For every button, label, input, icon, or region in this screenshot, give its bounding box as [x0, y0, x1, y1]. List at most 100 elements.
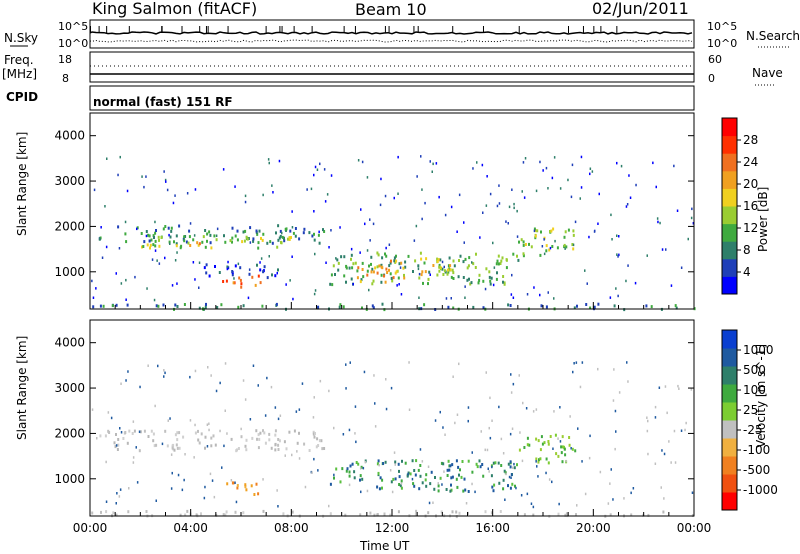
echo-cell — [166, 188, 169, 192]
echo-cell — [350, 247, 353, 251]
echo-cell — [516, 463, 518, 467]
nsky-label: N.Sky — [4, 31, 38, 45]
echo-cell — [147, 233, 150, 237]
echo-cell — [270, 385, 273, 389]
echo-cell — [210, 444, 213, 448]
echo-cell — [447, 270, 450, 274]
echo-cell — [361, 477, 364, 481]
echo-cell — [244, 229, 247, 233]
echo-cell — [657, 220, 659, 224]
echo-cell — [140, 232, 143, 235]
nsky-panel-frame — [89, 19, 695, 49]
echo-cell — [225, 279, 228, 283]
echo-cell — [450, 476, 453, 480]
echo-cell — [414, 513, 417, 516]
echo-cell — [475, 462, 478, 466]
echo-cell — [614, 409, 617, 413]
echo-cell — [145, 230, 148, 233]
echo-cell — [111, 304, 114, 308]
echo-cell — [556, 246, 559, 250]
echo-cell — [208, 230, 211, 234]
echo-cell — [246, 237, 249, 241]
echo-cell — [289, 279, 291, 282]
echo-cell — [675, 306, 678, 310]
echo-cell — [452, 259, 455, 263]
echo-cell — [551, 480, 553, 484]
echo-cell — [264, 414, 267, 417]
echo-cell — [197, 438, 200, 442]
echo-cell — [156, 259, 158, 262]
echo-cell — [393, 256, 396, 260]
echo-cell — [227, 260, 229, 264]
echo-cell — [532, 410, 535, 413]
echo-cell — [249, 418, 252, 421]
echo-cell — [180, 244, 183, 248]
echo-cell — [565, 459, 567, 463]
echo-cell — [391, 490, 394, 494]
echo-cell — [205, 263, 208, 267]
echo-cell — [492, 241, 494, 245]
colorbar-tick-label: 25 — [743, 403, 758, 417]
echo-cell — [313, 435, 316, 439]
echo-cell — [339, 226, 341, 229]
echo-cell — [617, 255, 619, 258]
echo-cell — [494, 461, 497, 465]
echo-cell — [291, 255, 293, 258]
echo-cell — [283, 239, 286, 243]
echo-cell — [362, 275, 365, 279]
echo-cell — [616, 234, 618, 237]
echo-cell — [414, 473, 417, 477]
echo-cell — [302, 231, 305, 235]
echo-cell — [333, 473, 335, 477]
echo-cell — [482, 211, 484, 214]
echo-cell — [588, 456, 591, 460]
echo-cell — [533, 229, 536, 233]
echo-cell — [413, 484, 416, 488]
echo-cell — [461, 460, 464, 463]
echo-cell — [381, 302, 384, 306]
echo-cell — [464, 285, 466, 288]
echo-cell — [676, 209, 679, 212]
echo-cell — [96, 437, 98, 440]
echo-cell — [549, 230, 551, 233]
echo-cell — [415, 459, 418, 463]
echo-cell — [175, 234, 178, 238]
freq-tick-top: 18 — [58, 53, 72, 66]
freq-panel-frame — [89, 51, 695, 83]
echo-cell — [385, 246, 387, 250]
echo-cell — [298, 457, 301, 460]
cpid-text: normal (fast) 151 RF — [93, 95, 233, 109]
echo-cell — [234, 185, 236, 188]
echo-cell — [424, 201, 426, 205]
echo-cell — [177, 473, 180, 477]
echo-cell — [482, 279, 485, 283]
echo-cell — [390, 386, 393, 390]
echo-cell — [189, 419, 192, 422]
echo-cell — [303, 227, 306, 231]
echo-cell — [120, 382, 122, 385]
echo-cell — [560, 451, 563, 455]
echo-cell — [268, 255, 270, 258]
echo-cell — [594, 229, 596, 233]
echo-cell — [175, 242, 178, 246]
echo-cell — [569, 415, 571, 418]
echo-cell — [257, 433, 260, 437]
echo-cell — [188, 229, 191, 233]
echo-cell — [160, 236, 163, 239]
echo-cell — [613, 368, 615, 371]
echo-cell — [223, 234, 225, 238]
echo-cell — [437, 258, 440, 262]
echo-cell — [442, 426, 444, 429]
echo-cell — [419, 251, 422, 255]
echo-cell — [501, 256, 504, 260]
echo-cell — [239, 266, 242, 270]
echo-cell — [232, 281, 235, 285]
echo-cell — [291, 510, 294, 514]
echo-cell — [220, 303, 223, 307]
echo-cell — [115, 303, 118, 307]
echo-cell — [211, 479, 214, 482]
echo-cell — [252, 239, 255, 243]
echo-cell — [276, 245, 279, 249]
echo-cell — [174, 259, 177, 262]
echo-cell — [245, 488, 248, 492]
